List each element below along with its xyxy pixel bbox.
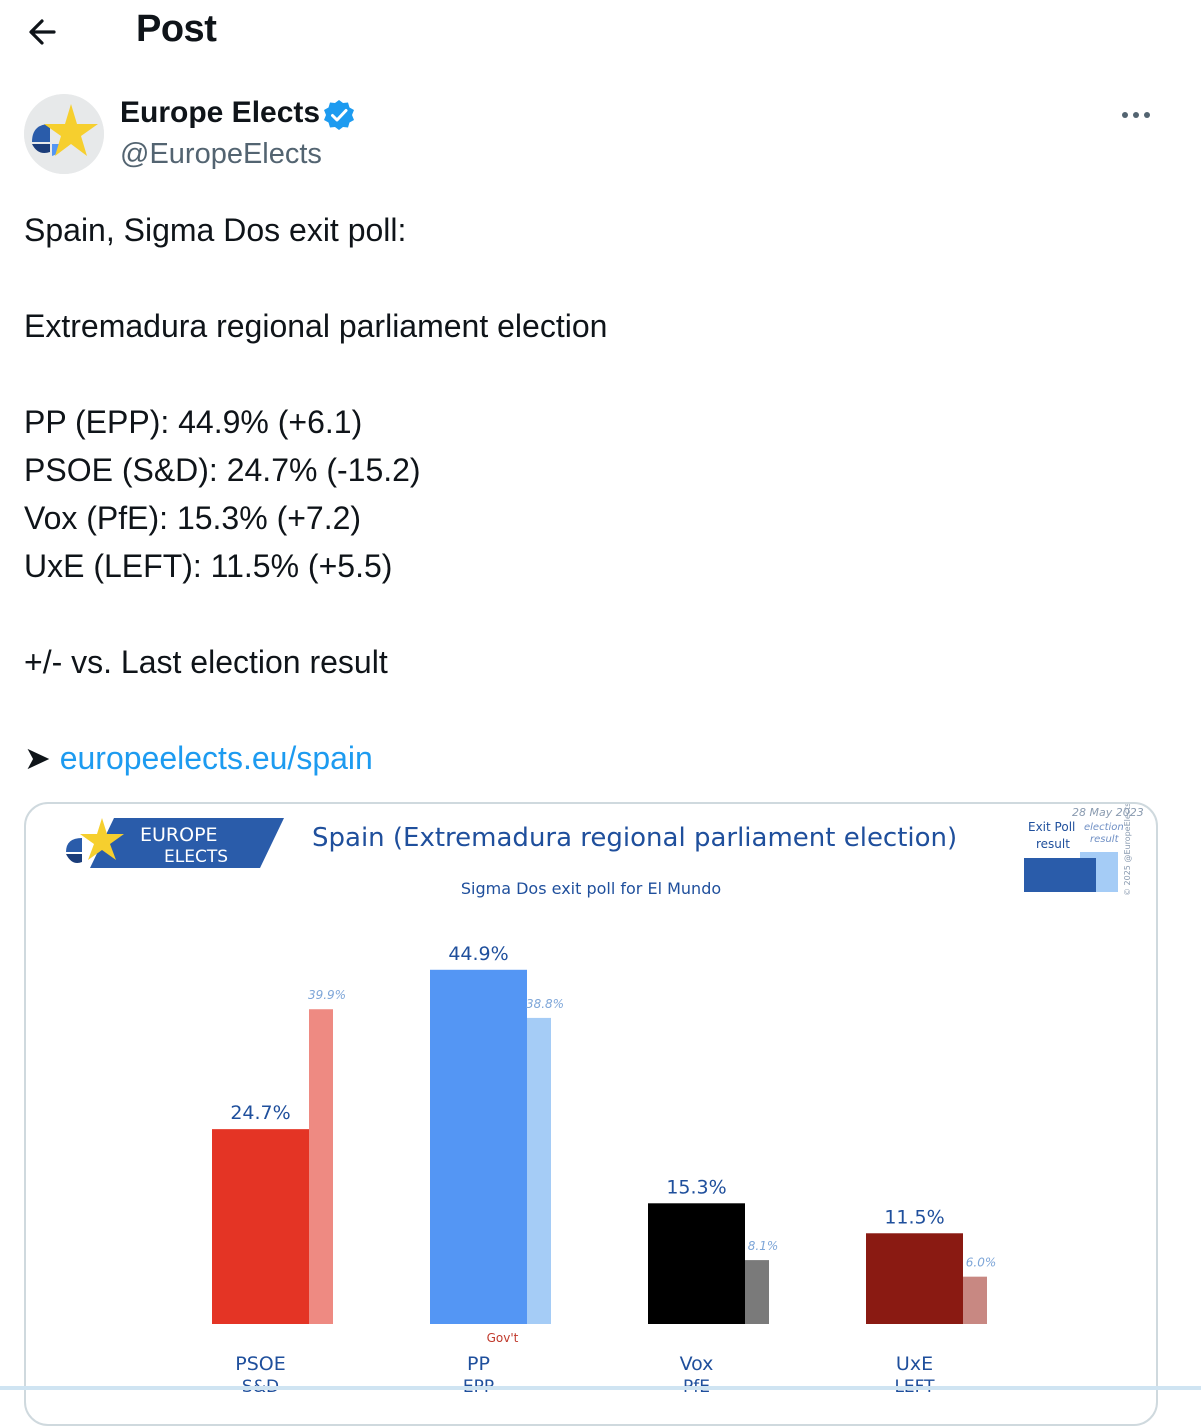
bar-chart: EUROPE ELECTS Spain (Extremadura regiona…: [66, 804, 1144, 1397]
label-exit-vox: 15.3%: [666, 1176, 726, 1198]
legend-election-label: election result: [1084, 822, 1124, 845]
post-line: PSOE (S&D): 24.7% (-15.2): [24, 452, 421, 488]
link-arrow: ➤: [24, 740, 51, 776]
logo-line1: EUROPE: [140, 824, 218, 846]
bar-previous-uxe: [963, 1276, 987, 1324]
label-exit-psoe: 24.7%: [230, 1102, 290, 1124]
page-title: Post: [136, 8, 217, 50]
category-label-psoe: PSOE: [235, 1353, 285, 1375]
post-image[interactable]: EUROPE ELECTS Spain (Extremadura regiona…: [24, 802, 1158, 1426]
more-options-button[interactable]: [1112, 100, 1160, 130]
author-name[interactable]: Europe Elects: [120, 96, 321, 129]
chart-title: Spain (Extremadura regional parliament e…: [312, 823, 957, 853]
category-label-uxe: UxE: [896, 1353, 933, 1375]
category-label-pp: PP: [467, 1353, 490, 1375]
label-exit-uxe: 11.5%: [884, 1206, 944, 1228]
post-line: Vox (PfE): 15.3% (+7.2): [24, 500, 362, 536]
author-handle[interactable]: @EuropeElects: [120, 138, 322, 170]
bar-exit-vox: [648, 1203, 745, 1324]
bar-previous-psoe: [309, 1009, 333, 1324]
label-previous-uxe: 6.0%: [966, 1256, 997, 1270]
bar-previous-pp: [527, 1017, 551, 1324]
back-button[interactable]: [24, 12, 68, 52]
more-dots-icon: [1122, 112, 1150, 118]
top-bar: Post: [0, 0, 1201, 64]
post-line: UxE (LEFT): 11.5% (+5.5): [24, 548, 393, 584]
legend-exit-swatch: [1024, 858, 1096, 892]
label-previous-pp: 38.8%: [526, 997, 564, 1011]
bar-exit-psoe: [212, 1129, 309, 1324]
avatar[interactable]: [24, 94, 104, 174]
post-line: PP (EPP): 44.9% (+6.1): [24, 404, 363, 440]
annotation-pp: Gov't: [487, 1331, 519, 1345]
post-line: Extremadura regional parliament election: [24, 308, 608, 344]
bar-previous-vox: [745, 1260, 769, 1324]
chart-legend: 28 May 2023 Exit Poll result election resu…: [1024, 804, 1144, 896]
europe-elects-logo: EUROPE ELECTS: [66, 818, 284, 868]
chart-subtitle: Sigma Dos exit poll for El Mundo: [461, 879, 721, 898]
label-previous-vox: 8.1%: [748, 1239, 779, 1253]
post-link-line: ➤ europeelects.eu/spain: [24, 734, 1164, 782]
copyright-text: © 2025 @EuropeElects: [1123, 804, 1132, 896]
arrow-left-icon: [29, 19, 56, 45]
legend-date: 28 May 2023: [1072, 806, 1144, 819]
bar-exit-pp: [430, 969, 527, 1324]
legend-exit-label: Exit Poll result: [1028, 820, 1075, 851]
category-label-vox: Vox: [680, 1353, 714, 1375]
verified-badge-icon: [324, 100, 354, 130]
bar-exit-uxe: [866, 1233, 963, 1324]
post-text: Spain, Sigma Dos exit poll: Extremadura …: [24, 206, 1164, 782]
label-previous-psoe: 39.9%: [308, 988, 346, 1002]
europe-elects-logo-icon: [24, 94, 104, 174]
post-link[interactable]: europeelects.eu/spain: [59, 740, 373, 776]
bottom-divider: [0, 1386, 1201, 1390]
label-exit-pp: 44.9%: [448, 943, 508, 965]
post-line: +/- vs. Last election result: [24, 644, 388, 680]
logo-line2: ELECTS: [164, 847, 228, 867]
post-line: Spain, Sigma Dos exit poll:: [24, 212, 407, 248]
